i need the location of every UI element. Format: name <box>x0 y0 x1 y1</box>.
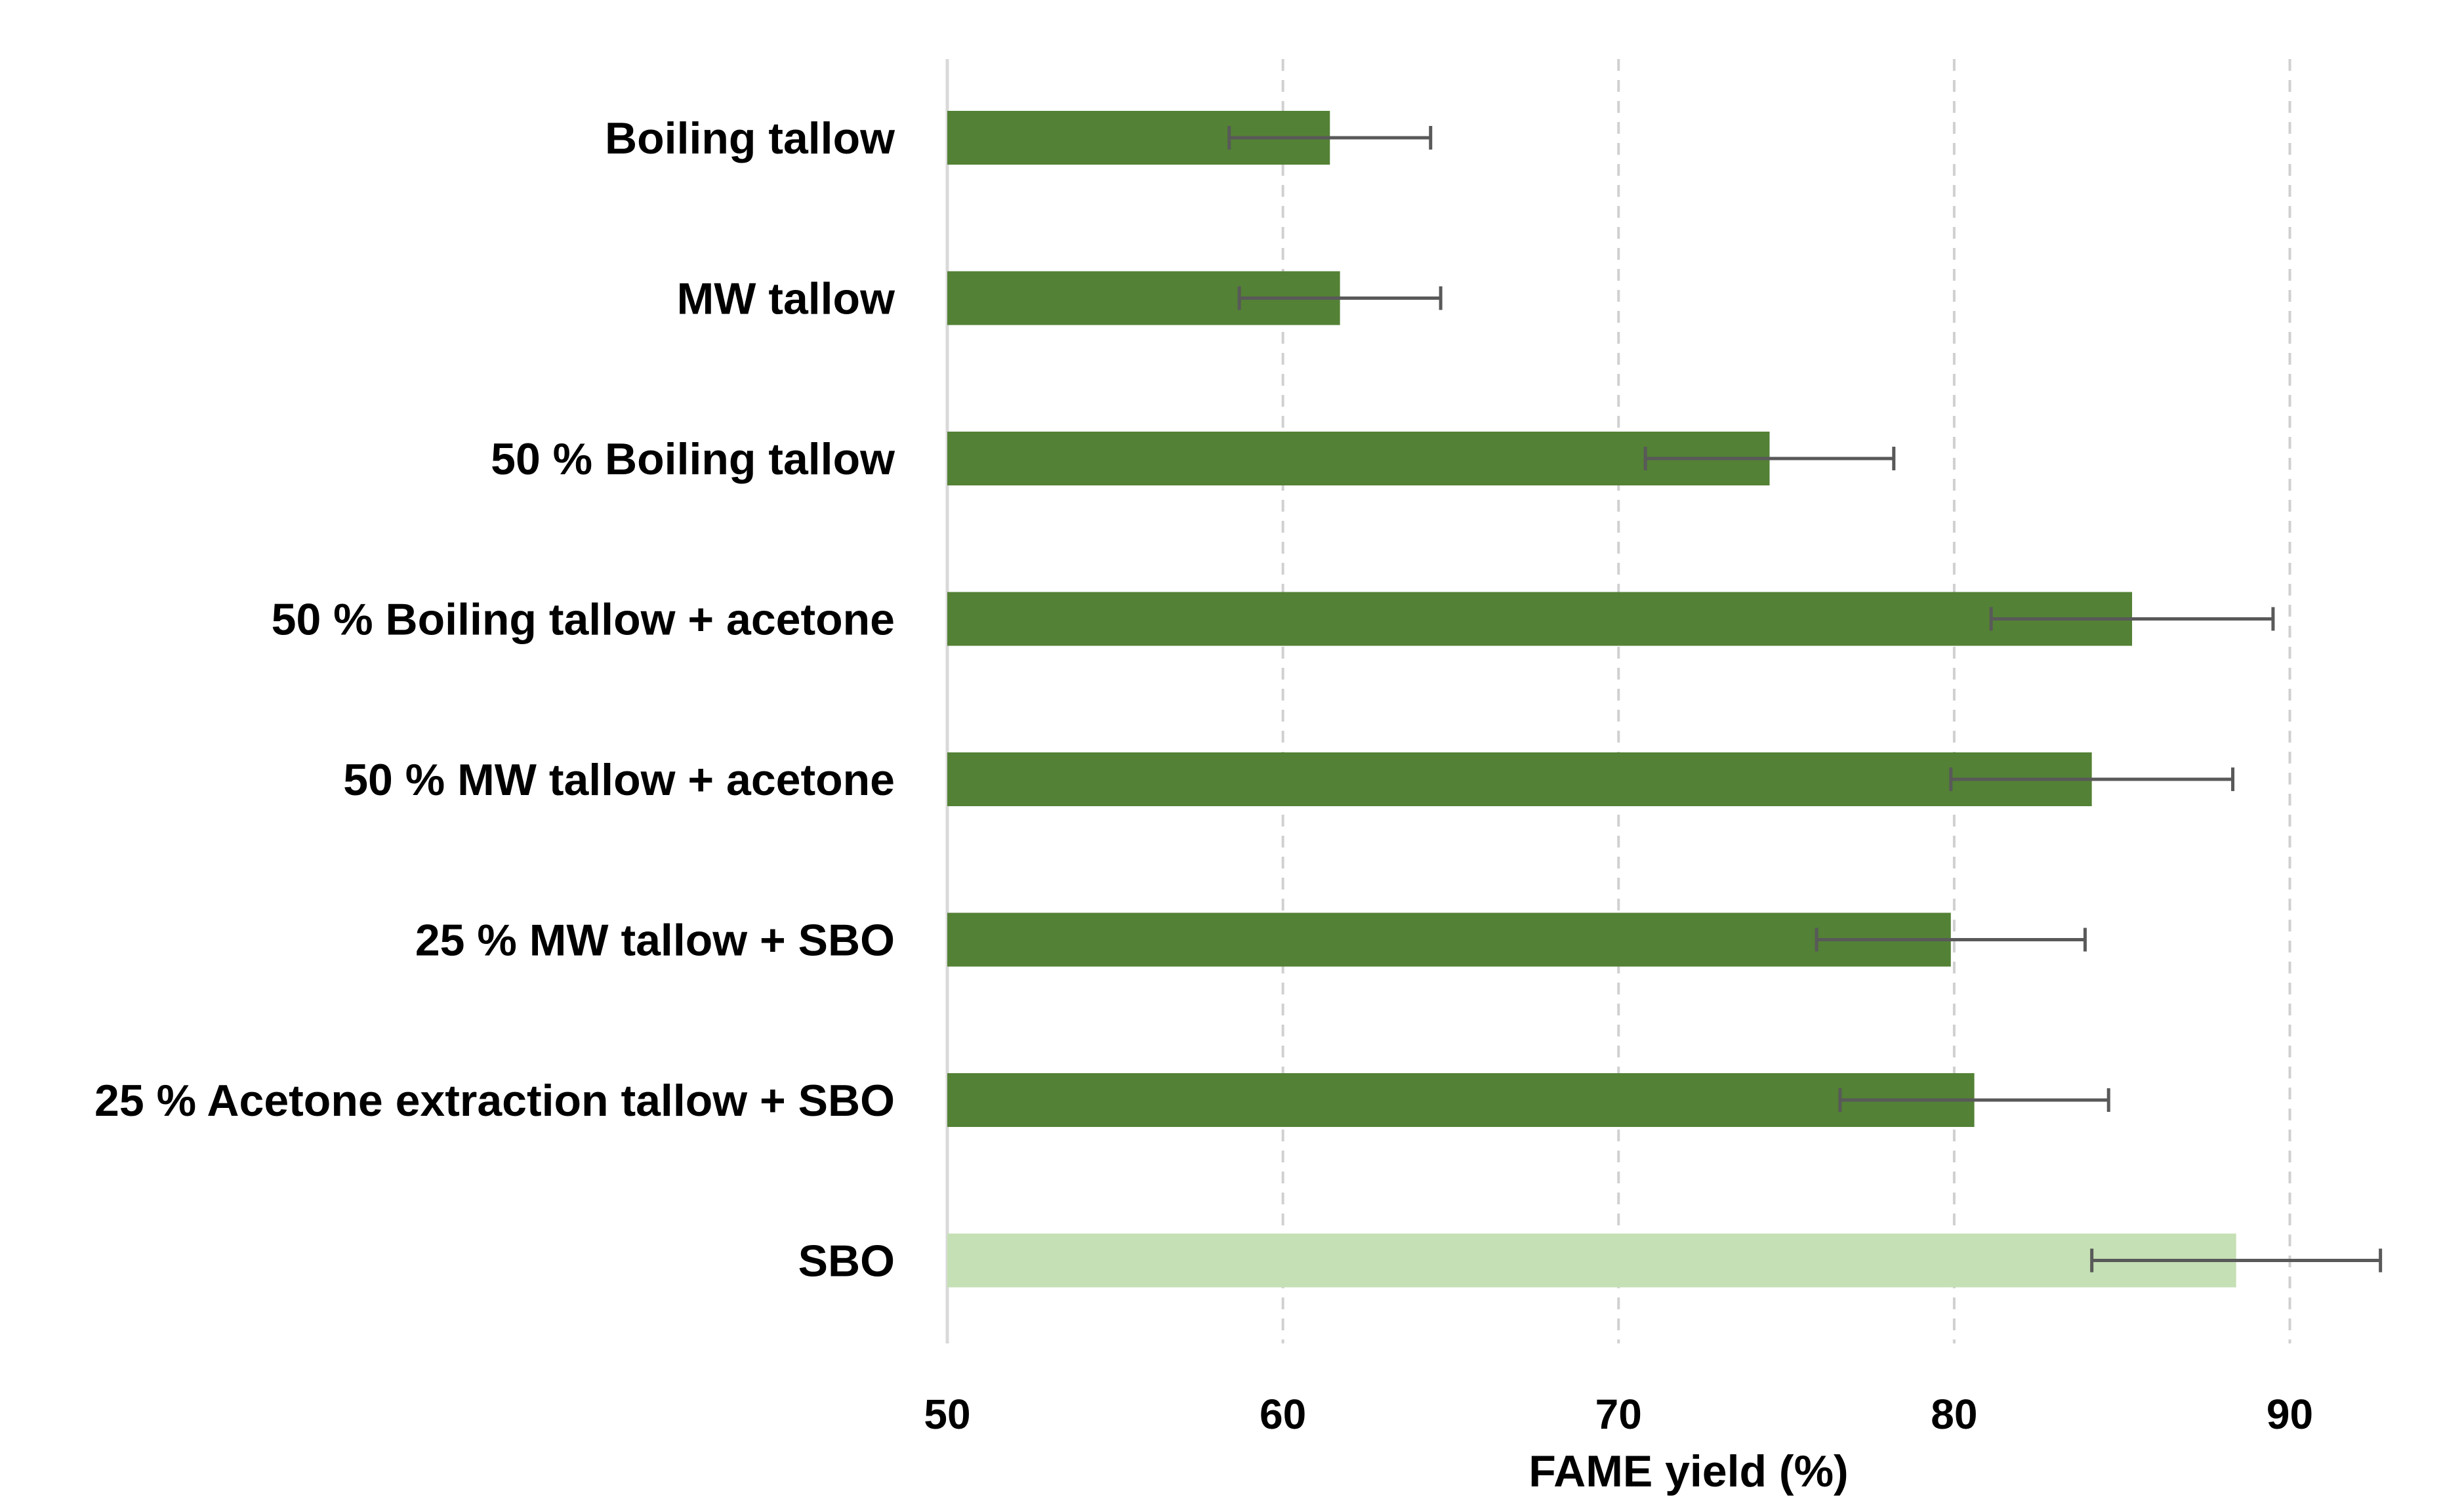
x-tick-label-80: 80 <box>1931 1391 1977 1438</box>
category-label-3: 50 % Boiling tallow + acetone <box>272 595 895 645</box>
error-bars <box>1227 126 2383 1273</box>
category-label-2: 50 % Boiling tallow <box>491 434 895 484</box>
category-label-6: 25 % Acetone extraction tallow + SBO <box>94 1076 895 1126</box>
bar-4 <box>947 752 2092 806</box>
category-label-4: 50 % MW tallow + acetone <box>343 755 895 805</box>
bar-2 <box>947 432 1770 485</box>
category-label-0: Boiling tallow <box>605 113 895 163</box>
x-tick-label-50: 50 <box>924 1391 970 1438</box>
bar-3 <box>947 592 2133 646</box>
category-label-7: SBO <box>798 1236 895 1286</box>
bar-7 <box>947 1233 2236 1288</box>
gridlines <box>1281 59 2291 1343</box>
x-tick-labels: 50 60 70 80 90 <box>924 1391 2313 1438</box>
x-tick-label-90: 90 <box>2267 1391 2313 1438</box>
bars <box>947 111 2236 1288</box>
category-labels: Boiling tallow MW tallow 50 % Boiling tall… <box>94 113 895 1286</box>
bar-5 <box>947 912 1951 967</box>
x-tick-label-60: 60 <box>1260 1391 1306 1438</box>
x-tick-label-70: 70 <box>1595 1391 1642 1438</box>
bar-6 <box>947 1073 1975 1127</box>
category-label-1: MW tallow <box>677 274 896 324</box>
x-axis-title: FAME yield (%) <box>1529 1446 1848 1496</box>
category-label-5: 25 % MW tallow + SBO <box>415 916 895 966</box>
